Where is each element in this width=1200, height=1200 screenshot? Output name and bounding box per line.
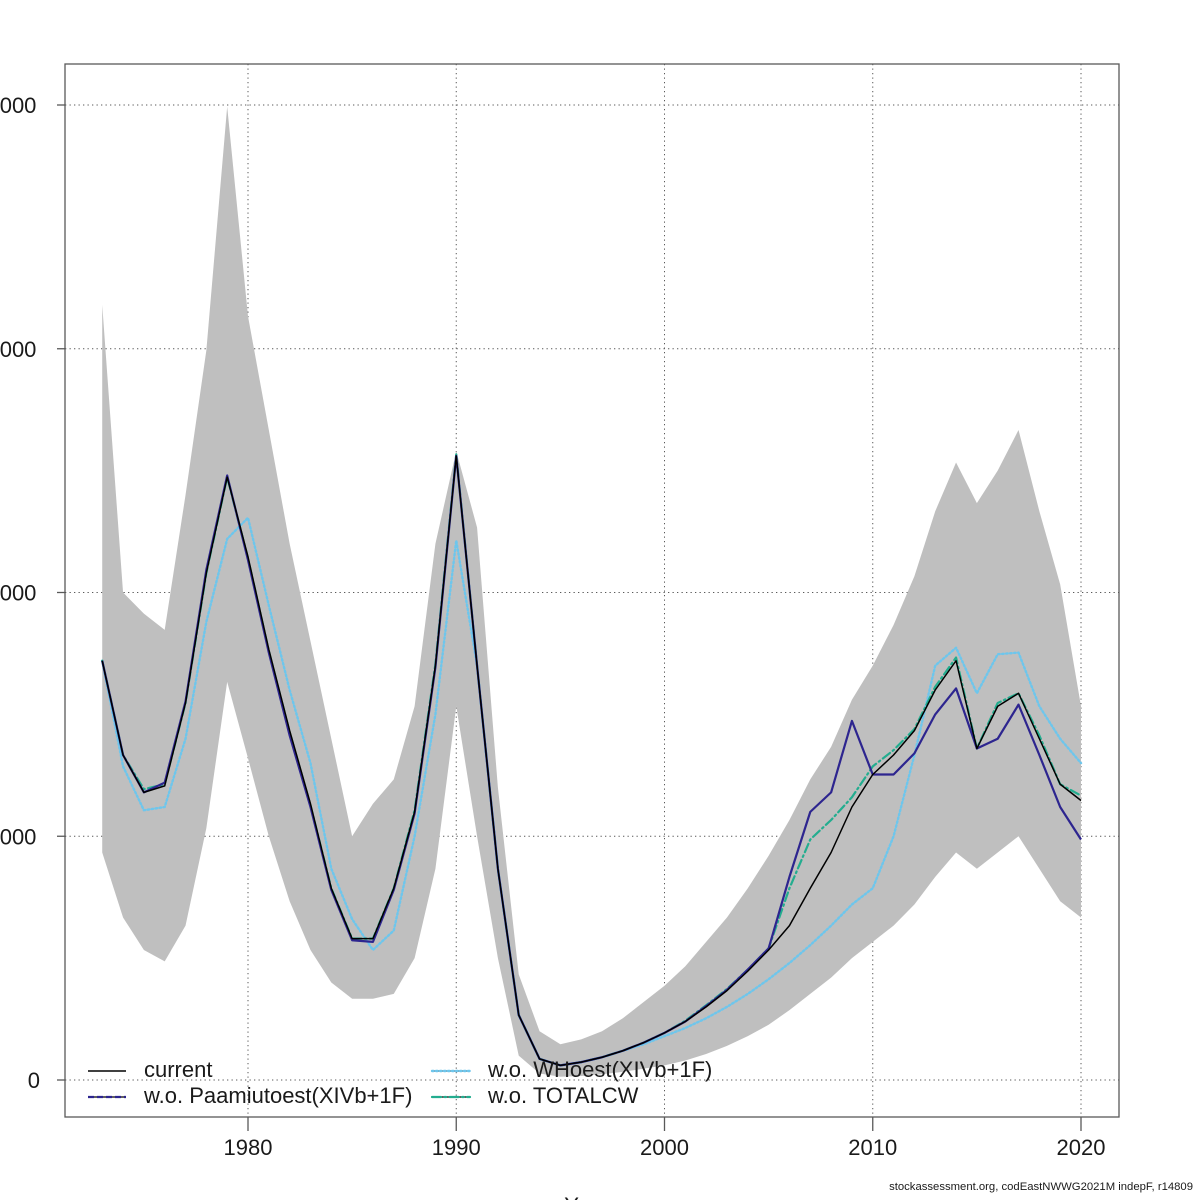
svg-text:150000: 150000: [0, 824, 36, 849]
svg-text:600000: 600000: [0, 93, 36, 118]
svg-text:1990: 1990: [432, 1135, 481, 1160]
svg-text:2020: 2020: [1057, 1135, 1106, 1160]
svg-text:stockassessment.org, codEastNW: stockassessment.org, codEastNWWG2021M in…: [889, 1181, 1193, 1193]
svg-text:w.o. WHoest(XIVb+1F): w.o. WHoest(XIVb+1F): [487, 1057, 712, 1082]
svg-text:300000: 300000: [0, 581, 36, 606]
svg-text:0: 0: [28, 1068, 40, 1093]
svg-text:Years: Years: [564, 1193, 619, 1200]
svg-text:1980: 1980: [224, 1135, 273, 1160]
svg-text:w.o. TOTALCW: w.o. TOTALCW: [487, 1083, 639, 1108]
svg-text:current: current: [144, 1057, 212, 1082]
svg-text:w.o. Paamiutoest(XIVb+1F): w.o. Paamiutoest(XIVb+1F): [143, 1083, 412, 1108]
svg-text:450000: 450000: [0, 337, 36, 362]
svg-text:2000: 2000: [640, 1135, 689, 1160]
svg-text:2010: 2010: [848, 1135, 897, 1160]
